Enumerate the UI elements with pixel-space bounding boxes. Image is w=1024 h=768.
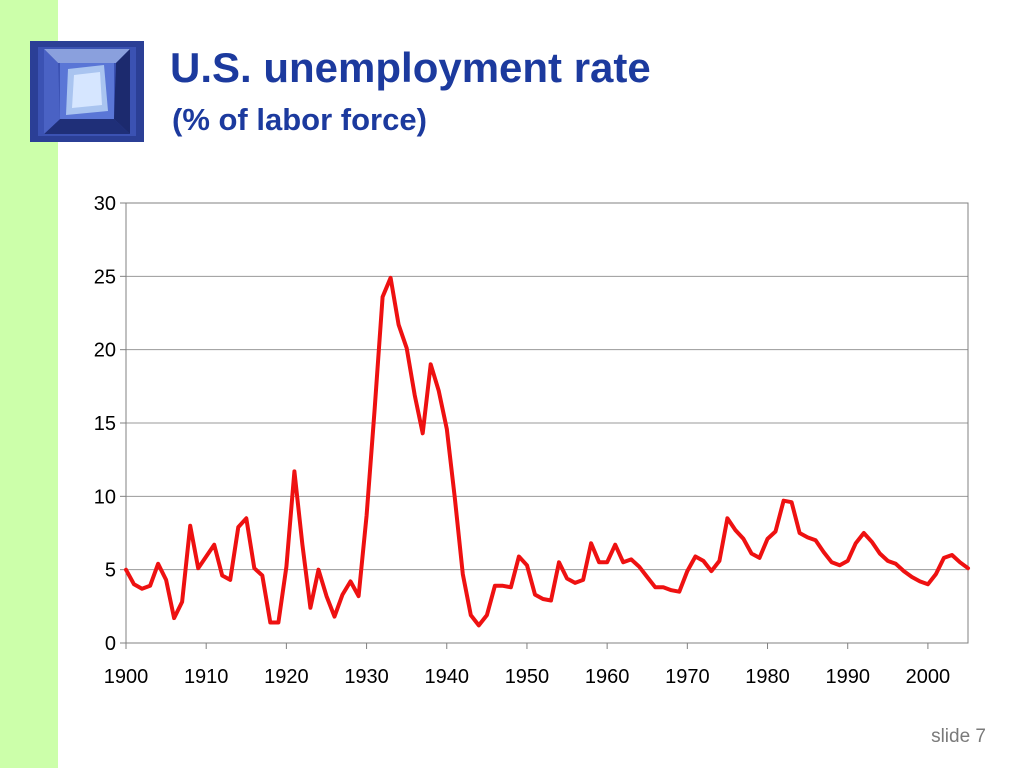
y-tick-label: 20 <box>94 340 116 362</box>
x-tick-label: 1990 <box>825 666 870 688</box>
slide-subtitle: (% of labor force) <box>172 102 427 137</box>
unemployment-line-chart: 0 5 10 15 20 25 30 1900 1910 1920 1930 1940 1950 1960… <box>94 193 970 688</box>
x-tick-label: 1920 <box>264 666 309 688</box>
slide-number: slide 7 <box>931 726 986 747</box>
x-tick-label: 1900 <box>104 666 149 688</box>
y-tick-label: 10 <box>94 486 116 508</box>
x-tick-label: 1950 <box>505 666 550 688</box>
x-tick-label: 1970 <box>665 666 710 688</box>
x-tick-label: 1960 <box>585 666 630 688</box>
y-tick-label: 0 <box>105 633 116 655</box>
y-tick-label: 25 <box>94 266 116 288</box>
x-tick-label: 1910 <box>184 666 229 688</box>
y-tick-label: 15 <box>94 413 116 435</box>
slide-title: U.S. unemployment rate <box>170 44 651 91</box>
series-line <box>124 275 970 628</box>
x-tick-label: 1930 <box>344 666 389 688</box>
window-shaft-photo-icon <box>30 41 144 142</box>
x-tick-label: 1940 <box>425 666 470 688</box>
y-tick-label: 30 <box>94 193 116 215</box>
plot-frame <box>125 202 969 644</box>
x-tick-label: 1980 <box>745 666 790 688</box>
y-tick-label: 5 <box>105 560 116 582</box>
x-tick-label: 2000 <box>906 666 951 688</box>
